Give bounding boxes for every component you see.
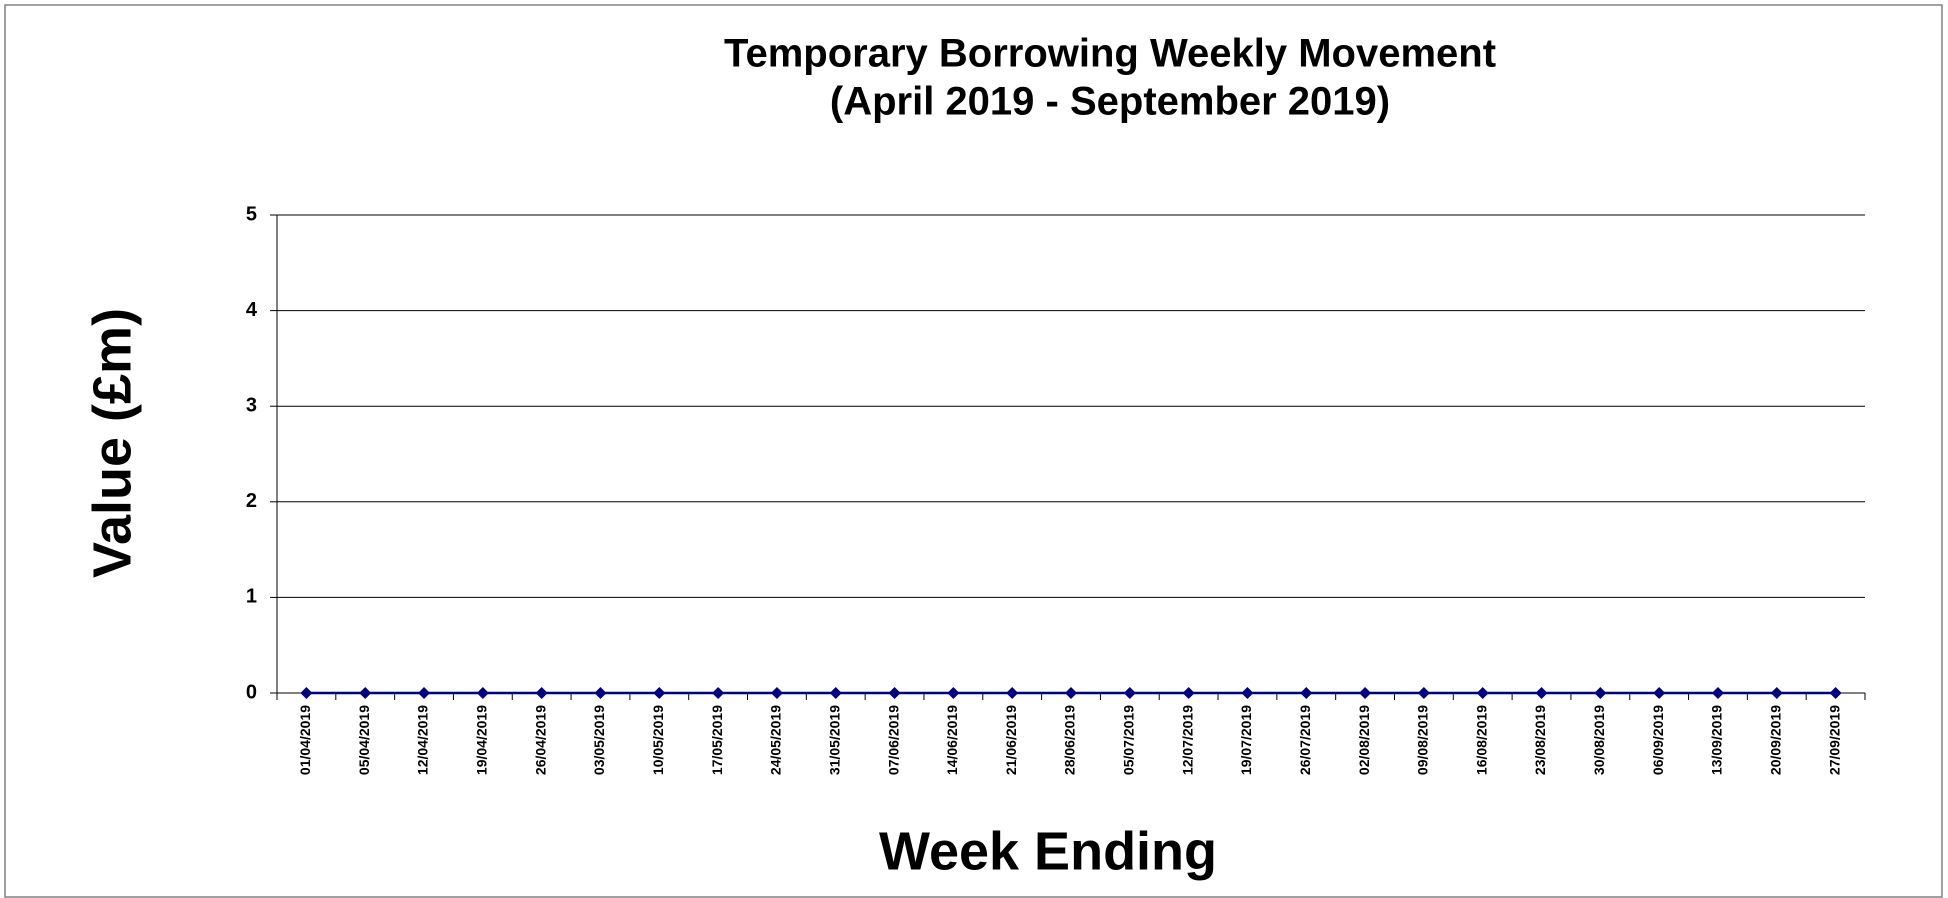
x-tick-label: 09/08/2019	[1415, 705, 1431, 775]
x-tick-label: 07/06/2019	[885, 705, 901, 775]
x-tick-label: 14/06/2019	[944, 705, 960, 775]
data-point	[1829, 687, 1842, 699]
data-point	[829, 687, 842, 699]
x-tick-label: 01/04/2019	[297, 705, 313, 775]
x-tick-label: 03/05/2019	[591, 705, 607, 775]
y-axis-label: Value (£m)	[82, 308, 142, 578]
data-point	[947, 687, 960, 699]
data-point	[300, 687, 313, 699]
x-axis-label: Week Ending	[879, 821, 1217, 881]
y-tick-label: 2	[246, 490, 257, 512]
chart-frame	[4, 4, 1943, 898]
y-tick-label: 5	[246, 203, 257, 225]
data-point	[1182, 687, 1195, 699]
x-tick-label: 26/07/2019	[1297, 705, 1313, 775]
y-tick-label: 3	[246, 394, 257, 416]
data-point	[888, 687, 901, 699]
data-point	[1770, 687, 1783, 699]
x-tick-label: 27/09/2019	[1826, 705, 1842, 775]
x-tick-label: 02/08/2019	[1356, 705, 1372, 775]
x-tick-label: 30/08/2019	[1591, 705, 1607, 775]
data-point	[770, 687, 783, 699]
x-tick-label: 10/05/2019	[650, 705, 666, 775]
x-tick-label: 12/07/2019	[1179, 705, 1195, 775]
data-point	[1653, 687, 1666, 699]
x-tick-label: 31/05/2019	[826, 705, 842, 775]
data-point	[1065, 687, 1077, 699]
data-point	[594, 687, 607, 699]
data-point	[535, 687, 548, 699]
x-tick-label: 21/06/2019	[1003, 705, 1019, 775]
data-point	[359, 687, 372, 699]
x-tick-label: 17/05/2019	[709, 705, 725, 775]
data-point	[476, 687, 489, 699]
data-point	[1006, 687, 1019, 699]
x-tick-label: 26/04/2019	[532, 705, 548, 775]
data-point	[1417, 687, 1430, 699]
x-tick-label: 16/08/2019	[1473, 705, 1489, 775]
chart-title: Temporary Borrowing Weekly Movement	[724, 32, 1496, 76]
x-tick-label: 28/06/2019	[1062, 705, 1078, 775]
chart-subtitle: (April 2019 - September 2019)	[830, 80, 1390, 124]
data-point	[1300, 687, 1313, 699]
data-point	[418, 687, 431, 699]
data-point	[1535, 687, 1548, 699]
data-point	[1476, 687, 1489, 699]
data-point	[1359, 687, 1372, 699]
y-tick-label: 1	[246, 586, 257, 608]
data-point	[1123, 687, 1136, 699]
y-tick-label: 0	[246, 681, 257, 703]
data-point	[1594, 687, 1607, 699]
data-point	[712, 687, 725, 699]
x-tick-label: 05/04/2019	[356, 705, 372, 775]
data-point	[1711, 687, 1724, 699]
x-tick-label: 19/07/2019	[1238, 705, 1254, 775]
x-tick-label: 06/09/2019	[1650, 705, 1666, 775]
x-tick-label: 05/07/2019	[1121, 705, 1137, 775]
data-point	[653, 687, 666, 699]
data-point	[1241, 687, 1254, 699]
x-tick-label: 12/04/2019	[415, 705, 431, 775]
x-tick-label: 13/09/2019	[1709, 705, 1725, 775]
y-tick-label: 4	[246, 299, 258, 321]
x-tick-label: 20/09/2019	[1767, 705, 1783, 775]
x-tick-label: 24/05/2019	[768, 705, 784, 775]
x-tick-label: 23/08/2019	[1532, 705, 1548, 775]
x-tick-label: 19/04/2019	[474, 705, 490, 775]
